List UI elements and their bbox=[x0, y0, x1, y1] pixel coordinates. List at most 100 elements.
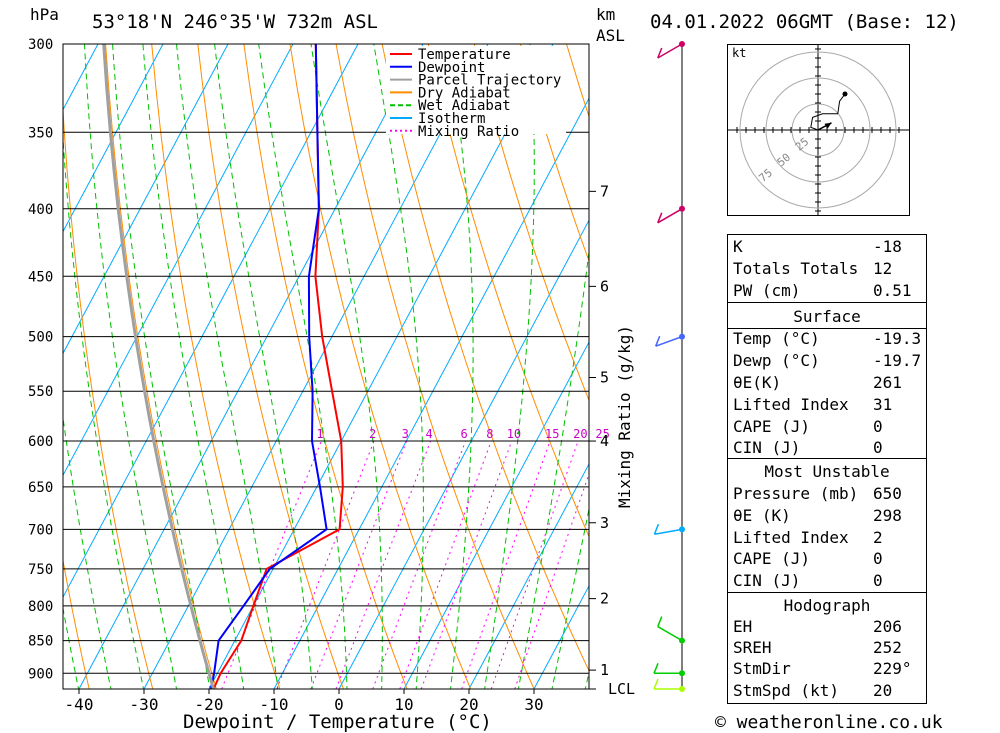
surface-title: Surface bbox=[793, 307, 861, 326]
wet-adiabat-line bbox=[517, 247, 589, 689]
mu-li-label: Lifted Index bbox=[733, 528, 849, 547]
x-tick-label: -30 bbox=[130, 695, 159, 714]
km-label: km bbox=[596, 5, 615, 24]
wet-adiabat-line bbox=[484, 44, 535, 689]
background-guide-lines bbox=[0, 44, 1000, 689]
isotherm-line bbox=[273, 97, 589, 689]
hodograph-trace bbox=[810, 91, 848, 131]
isotherm-line bbox=[63, 44, 229, 355]
legend-entry: Dewpoint bbox=[418, 60, 485, 76]
wind-profile bbox=[653, 41, 685, 692]
legend-entry: Parcel Trajectory bbox=[418, 73, 561, 89]
stmspd-value: 20 bbox=[873, 681, 893, 700]
wet-adiabat-line bbox=[112, 44, 211, 689]
hodograph-trace-line bbox=[810, 93, 846, 131]
pw-label: PW (cm) bbox=[733, 281, 801, 300]
x-tick-label: -10 bbox=[260, 695, 289, 714]
wind-barb-feather bbox=[654, 335, 661, 347]
surface-temp-label: Temp (°C) bbox=[733, 329, 820, 348]
wet-adiabat-line bbox=[63, 414, 112, 689]
dewpoint-line bbox=[210, 44, 328, 689]
dry-adiabat-line bbox=[289, 44, 472, 689]
wind-barb-feather bbox=[657, 212, 663, 224]
mixing-ratio-tick-label: 8 bbox=[486, 427, 493, 441]
mixing-ratio-axis-label: Mixing Ratio (g/kg) bbox=[615, 325, 634, 508]
eh-value: 206 bbox=[873, 617, 902, 636]
isotherm-line bbox=[468, 462, 589, 689]
pressure-tick-label: 800 bbox=[28, 599, 53, 615]
hodograph-ring bbox=[791, 103, 845, 157]
mixing-ratio-tick-label: 20 bbox=[573, 427, 587, 441]
mixing-ratio-tick-label: 2 bbox=[369, 427, 376, 441]
datetime-title: 04.01.2022 06GMT (Base: 12) bbox=[650, 11, 959, 33]
legend-entry: Isotherm bbox=[418, 111, 485, 127]
totals-value: 12 bbox=[873, 259, 893, 278]
most-unstable-title: Most Unstable bbox=[764, 462, 890, 481]
hodograph-unit: kt bbox=[732, 46, 746, 60]
totals-label: Totals Totals bbox=[733, 259, 859, 278]
pressure-tick-label: 850 bbox=[28, 634, 53, 650]
hodograph-stats-title: Hodograph bbox=[783, 596, 871, 615]
dry-adiabat-line bbox=[243, 44, 408, 689]
wind-barb-feather bbox=[657, 47, 663, 59]
isotherm-line bbox=[208, 44, 554, 689]
hodograph-end-point bbox=[842, 91, 848, 97]
axes: 1 2 3 4 6 8 10 15 20 25 -40 -30 -20 -10 0 10 20 30 7 6 5 4 3 2 1… bbox=[65, 182, 636, 714]
k-index-label: K bbox=[733, 237, 743, 256]
surface-temp-value: -19.3 bbox=[873, 329, 922, 348]
wet-adiabat-line bbox=[84, 44, 178, 689]
k-index-value: -18 bbox=[873, 237, 902, 256]
pressure-tick-label: 650 bbox=[28, 480, 53, 496]
dry-adiabat-line bbox=[519, 44, 589, 263]
dry-adiabat-line bbox=[981, 44, 1000, 689]
mixing-ratio-line bbox=[399, 440, 492, 689]
legend-entry: Temperature bbox=[418, 47, 511, 63]
pressure-tick-label: 450 bbox=[28, 269, 53, 285]
hodograph-ring-label: 75 bbox=[756, 166, 775, 184]
mixing-ratio-line bbox=[310, 440, 408, 689]
credit-text: © weatheronline.co.uk bbox=[715, 712, 943, 733]
surface-panel: Surface Temp (°C) -19.3 Dewp (°C) -19.7 θE… bbox=[727, 302, 927, 459]
dry-adiabat-line bbox=[473, 44, 589, 402]
stmdir-label: StmDir bbox=[733, 659, 791, 678]
sreh-value: 252 bbox=[873, 638, 902, 657]
wind-barb-shaft bbox=[654, 528, 683, 535]
km-tick-label: 2 bbox=[600, 590, 609, 608]
wind-barb-feather bbox=[653, 523, 660, 535]
mu-li-value: 2 bbox=[873, 528, 883, 547]
hodograph-ring bbox=[739, 51, 897, 209]
pressure-tick-label: 400 bbox=[28, 202, 53, 218]
x-tick-label: 30 bbox=[524, 695, 543, 714]
mixing-ratio-line bbox=[420, 440, 513, 689]
x-tick-label: 10 bbox=[394, 695, 413, 714]
mixing-ratio-line bbox=[514, 472, 589, 689]
km-tick-label: LCL bbox=[608, 680, 635, 698]
pressure-tick-label: 700 bbox=[28, 522, 53, 538]
surface-cape-value: 0 bbox=[873, 417, 883, 436]
dry-adiabat-line bbox=[0, 44, 26, 689]
pressure-tick-label: 350 bbox=[28, 125, 53, 141]
surface-li-label: Lifted Index bbox=[733, 395, 849, 414]
wet-adiabat-line bbox=[63, 130, 145, 689]
hodograph-stats-panel: Hodograph EH 206 SREH 252 StmDir 229° StmSp… bbox=[727, 592, 927, 704]
x-tick-label: 20 bbox=[459, 695, 478, 714]
surface-dewp-label: Dewp (°C) bbox=[733, 351, 820, 370]
wet-adiabat-line bbox=[142, 44, 245, 689]
mu-pressure-label: Pressure (mb) bbox=[733, 484, 859, 503]
plot-frame bbox=[62, 43, 590, 690]
dry-adiabat-line bbox=[151, 44, 281, 689]
x-tick-label: -40 bbox=[65, 695, 94, 714]
km-tick-label: 6 bbox=[600, 277, 609, 295]
isotherm-line bbox=[338, 219, 589, 689]
x-axis-label: Dewpoint / Temperature (°C) bbox=[183, 711, 492, 733]
isotherm-line bbox=[63, 44, 294, 477]
legend-background bbox=[386, 46, 566, 134]
pressure-tick-label: 900 bbox=[28, 666, 53, 682]
temperature-line bbox=[212, 44, 344, 689]
isotherm-line bbox=[63, 44, 164, 233]
km-tick-label: 3 bbox=[600, 514, 609, 532]
dry-adiabat-line bbox=[63, 101, 154, 689]
wind-barb-feather bbox=[653, 678, 659, 690]
